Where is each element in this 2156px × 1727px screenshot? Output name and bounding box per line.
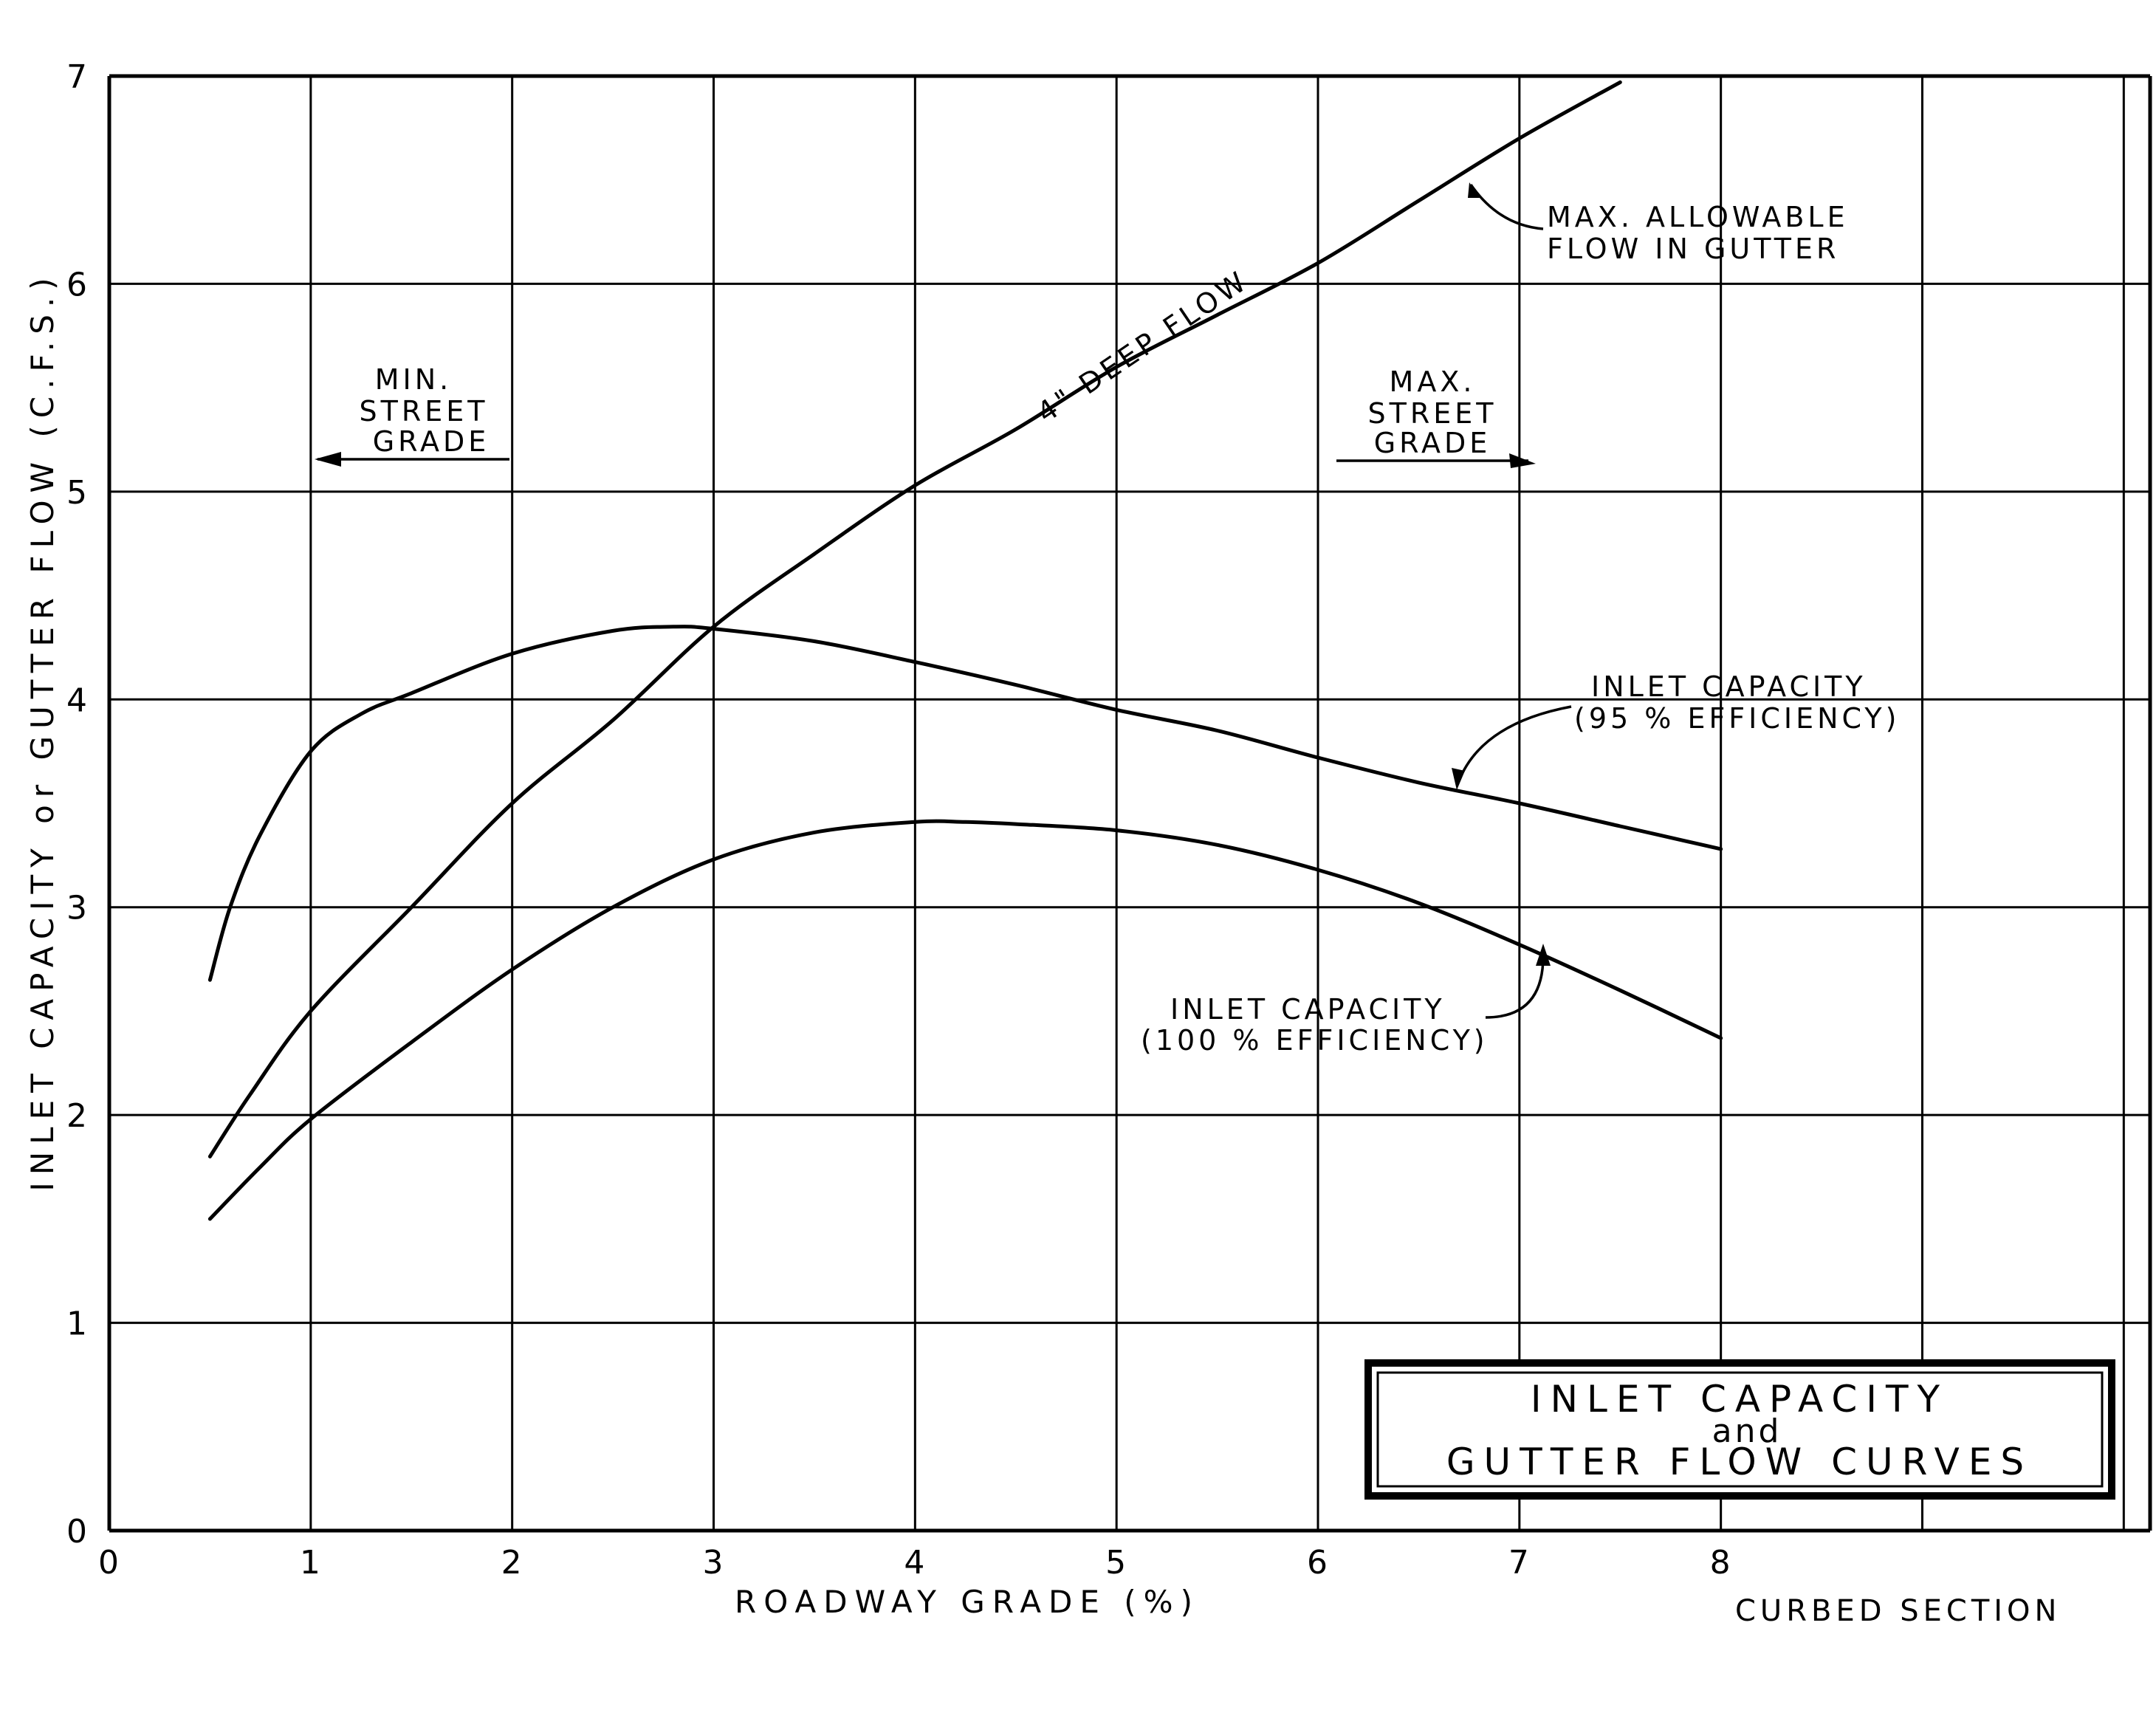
inlet-100-annotation: INLET CAPACITY (100 % EFFICIENCY) [1141, 944, 1551, 1057]
y-tick-label: 7 [66, 58, 89, 96]
x-tick-label: 1 [300, 1544, 322, 1582]
title-box-outer [1364, 1359, 2115, 1500]
title-line-2: and [1712, 1412, 1782, 1450]
min-grade-line-3: GRADE [373, 425, 490, 458]
max-allowable-line-1: MAX. ALLOWABLE [1547, 201, 1849, 233]
inlet-100-line-1: INLET CAPACITY [1170, 993, 1446, 1026]
x-tick-label: 5 [1105, 1544, 1127, 1582]
max-grade-arrowhead [1509, 453, 1536, 468]
min-grade-line-1: MIN. [375, 363, 453, 396]
max-allowable-arrowhead [1468, 182, 1480, 198]
y-tick-label: 5 [66, 474, 89, 512]
title-block: INLET CAPACITY and GUTTER FLOW CURVES [1364, 1359, 2115, 1500]
x-tick-label: 4 [904, 1544, 926, 1582]
x-tick-label: 2 [501, 1544, 523, 1582]
x-tick-label: 7 [1508, 1544, 1531, 1582]
y-tick-label: 2 [66, 1097, 89, 1135]
inlet-95-leader [1457, 705, 1572, 783]
inlet-100-arrowhead [1536, 944, 1551, 966]
section-label: CURBED SECTION [1735, 1594, 2061, 1628]
max-allowable-leader [1469, 184, 1544, 230]
series-lines [207, 80, 1723, 1221]
inlet-100-line-2: (100 % EFFICIENCY) [1141, 1024, 1489, 1057]
x-axis-label: ROADWAY GRADE (%) [735, 1584, 1200, 1620]
y-tick-label: 3 [66, 890, 89, 927]
deep-flow-curve [207, 80, 1622, 1158]
x-tick-label: 8 [1710, 1544, 1732, 1582]
y-tick-label: 4 [66, 681, 89, 719]
x-tick-label: 6 [1307, 1544, 1329, 1582]
max-grade-line-3: GRADE [1374, 427, 1491, 459]
y-tick-labels: 0 1 2 3 4 5 6 7 [66, 58, 89, 1551]
max-allowable-line-2: FLOW IN GUTTER [1547, 233, 1839, 265]
y-axis-label: INLET CAPACITY or GUTTER FLOW (C.F.S.) [24, 270, 61, 1191]
inlet-95-annotation: INLET CAPACITY (95 % EFFICIENCY) [1452, 670, 1900, 790]
inlet-95-line-1: INLET CAPACITY [1591, 670, 1867, 703]
max-grade-line-2: STREET [1368, 397, 1497, 430]
grid-lines [109, 75, 2150, 1531]
plot-frame [107, 74, 2152, 1533]
max-grade-line-1: MAX. [1390, 365, 1476, 398]
title-line-1: INLET CAPACITY [1531, 1378, 1949, 1421]
y-tick-label: 0 [66, 1513, 89, 1551]
min-street-grade-annotation: MIN. STREET GRADE [315, 363, 509, 467]
inlet-capacity-95-curve [207, 625, 1723, 982]
x-tick-labels: 0 1 2 3 4 5 6 7 8 [98, 1544, 1732, 1582]
x-tick-label: 3 [703, 1544, 725, 1582]
deep-flow-label: 4" DEEP FLOW [1031, 264, 1254, 429]
title-line-3: GUTTER FLOW CURVES [1446, 1441, 2033, 1483]
min-grade-arrowhead [315, 452, 341, 467]
inlet-100-leader [1485, 955, 1545, 1019]
max-allowable-annotation: MAX. ALLOWABLE FLOW IN GUTTER [1468, 182, 1849, 265]
x-tick-label: 0 [98, 1544, 120, 1582]
inlet-95-arrowhead [1452, 768, 1465, 790]
max-street-grade-annotation: MAX. STREET GRADE [1336, 365, 1536, 468]
inlet-capacity-100-curve [207, 819, 1723, 1221]
min-grade-line-2: STREET [360, 395, 489, 428]
y-tick-label: 1 [66, 1305, 89, 1343]
y-tick-label: 6 [66, 266, 89, 303]
title-box-inner [1376, 1371, 2104, 1488]
inlet-95-line-2: (95 % EFFICIENCY) [1574, 702, 1900, 735]
